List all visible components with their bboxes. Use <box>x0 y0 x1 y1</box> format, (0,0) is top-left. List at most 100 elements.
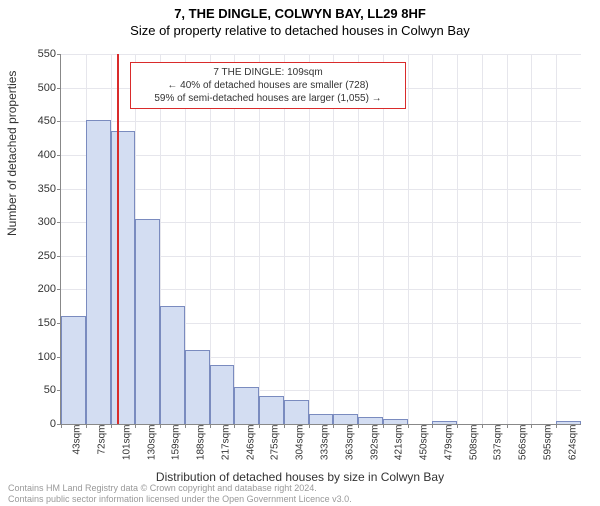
histogram-bar <box>259 396 284 424</box>
xtick-mark <box>309 424 310 428</box>
histogram-bar <box>556 421 581 424</box>
xtick-label: 333sqm <box>320 425 331 461</box>
gridline-v <box>333 54 334 424</box>
xtick-label: 72sqm <box>97 425 108 455</box>
xtick-mark <box>259 424 260 428</box>
annotation-line1: 7 THE DINGLE: 109sqm <box>137 66 399 79</box>
xtick-mark <box>408 424 409 428</box>
annotation-line3: 59% of semi-detached houses are larger (… <box>137 92 399 105</box>
ytick-mark <box>57 121 61 122</box>
xtick-mark <box>457 424 458 428</box>
histogram-bar <box>210 365 235 424</box>
xtick-label: 275sqm <box>270 425 281 461</box>
histogram-bar <box>111 131 136 424</box>
xtick-mark <box>383 424 384 428</box>
xtick-mark <box>358 424 359 428</box>
footer-line2: Contains public sector information licen… <box>8 494 352 504</box>
histogram-bar <box>160 306 185 424</box>
xtick-label: 43sqm <box>72 425 83 455</box>
xtick-label: 508sqm <box>468 425 479 461</box>
gridline-v <box>309 54 310 424</box>
ytick-label: 0 <box>16 418 56 430</box>
annotation-box: 7 THE DINGLE: 109sqm ← 40% of detached h… <box>130 62 406 109</box>
plot-area: 05010015020025030035040045050055043sqm72… <box>60 54 581 425</box>
gridline-v <box>234 54 235 424</box>
ytick-mark <box>57 256 61 257</box>
xtick-label: 363sqm <box>344 425 355 461</box>
ytick-mark <box>57 189 61 190</box>
xtick-mark <box>482 424 483 428</box>
xtick-label: 188sqm <box>196 425 207 461</box>
histogram-bar <box>86 120 111 424</box>
xtick-mark <box>234 424 235 428</box>
xtick-label: 595sqm <box>542 425 553 461</box>
xtick-mark <box>61 424 62 428</box>
chart-subtitle: Size of property relative to detached ho… <box>0 23 600 38</box>
ytick-label: 200 <box>16 283 56 295</box>
gridline-v <box>432 54 433 424</box>
xtick-label: 392sqm <box>369 425 380 461</box>
ytick-label: 350 <box>16 183 56 195</box>
gridline-v <box>358 54 359 424</box>
xtick-mark <box>210 424 211 428</box>
gridline-h <box>61 54 581 55</box>
ytick-mark <box>57 54 61 55</box>
gridline-v <box>482 54 483 424</box>
xtick-label: 450sqm <box>419 425 430 461</box>
xtick-mark <box>531 424 532 428</box>
footer-line1: Contains HM Land Registry data © Crown c… <box>8 483 352 493</box>
ytick-mark <box>57 222 61 223</box>
gridline-v <box>507 54 508 424</box>
xtick-mark <box>507 424 508 428</box>
xtick-label: 101sqm <box>121 425 132 461</box>
histogram-bar <box>432 421 457 424</box>
xtick-label: 217sqm <box>220 425 231 461</box>
histogram-bar <box>61 316 86 424</box>
ytick-label: 50 <box>16 384 56 396</box>
histogram-bar <box>185 350 210 424</box>
chart-title-address: 7, THE DINGLE, COLWYN BAY, LL29 8HF <box>0 6 600 21</box>
xtick-mark <box>432 424 433 428</box>
xtick-mark <box>284 424 285 428</box>
ytick-mark <box>57 289 61 290</box>
ytick-label: 100 <box>16 351 56 363</box>
xtick-label: 130sqm <box>146 425 157 461</box>
xtick-label: 479sqm <box>443 425 454 461</box>
ytick-mark <box>57 155 61 156</box>
gridline-v <box>531 54 532 424</box>
xtick-mark <box>333 424 334 428</box>
gridline-v <box>408 54 409 424</box>
ytick-label: 250 <box>16 250 56 262</box>
annotation-line2: ← 40% of detached houses are smaller (72… <box>137 79 399 92</box>
ytick-label: 450 <box>16 115 56 127</box>
xtick-label: 246sqm <box>245 425 256 461</box>
gridline-h <box>61 121 581 122</box>
histogram-bar <box>383 419 408 424</box>
histogram-bar <box>309 414 334 424</box>
xtick-label: 624sqm <box>567 425 578 461</box>
gridline-v <box>556 54 557 424</box>
gridline-h <box>61 189 581 190</box>
histogram-bar <box>234 387 259 424</box>
xtick-label: 159sqm <box>171 425 182 461</box>
xtick-mark <box>111 424 112 428</box>
xtick-label: 566sqm <box>518 425 529 461</box>
gridline-v <box>284 54 285 424</box>
gridline-v <box>457 54 458 424</box>
xtick-mark <box>86 424 87 428</box>
xtick-mark <box>185 424 186 428</box>
histogram-bar <box>135 219 160 424</box>
gridline-h <box>61 155 581 156</box>
ytick-label: 150 <box>16 317 56 329</box>
histogram-bar <box>333 414 358 424</box>
histogram-bar <box>284 400 309 424</box>
ytick-label: 400 <box>16 149 56 161</box>
chart-area: 05010015020025030035040045050055043sqm72… <box>60 54 580 424</box>
histogram-bar <box>358 417 383 424</box>
gridline-v <box>383 54 384 424</box>
xtick-mark <box>160 424 161 428</box>
ytick-label: 300 <box>16 216 56 228</box>
footer-attribution: Contains HM Land Registry data © Crown c… <box>8 483 352 504</box>
xtick-mark <box>135 424 136 428</box>
xtick-label: 537sqm <box>493 425 504 461</box>
